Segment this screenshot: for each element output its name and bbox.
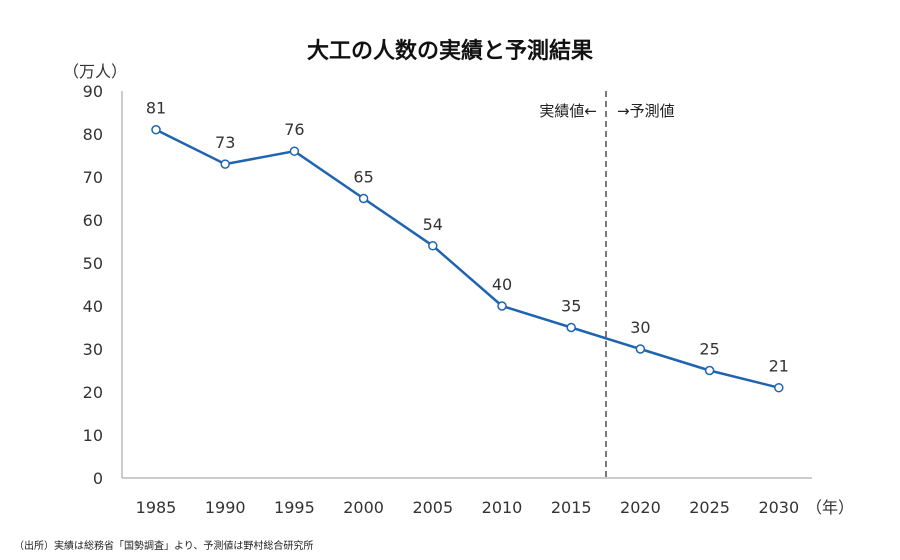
y-tick-label: 80 bbox=[83, 125, 103, 144]
y-tick-label: 90 bbox=[83, 82, 103, 101]
data-point bbox=[289, 146, 300, 156]
x-axis-label: （年） bbox=[806, 498, 854, 517]
data-label: 21 bbox=[769, 357, 789, 376]
data-label: 76 bbox=[284, 120, 304, 139]
y-tick-label: 60 bbox=[83, 211, 103, 230]
data-label: 54 bbox=[423, 215, 443, 234]
data-point bbox=[428, 241, 438, 251]
x-tick-label: 1990 bbox=[205, 498, 246, 517]
y-tick-label: 50 bbox=[83, 254, 103, 273]
x-tick-label: 2030 bbox=[758, 498, 799, 517]
data-point bbox=[358, 193, 369, 204]
data-point bbox=[566, 322, 576, 333]
data-label: 81 bbox=[146, 99, 166, 118]
data-label: 35 bbox=[561, 297, 581, 316]
data-point bbox=[774, 382, 784, 393]
source-note: （出所）実績は総務省「国勢調査」より、予測値は野村総合研究所 bbox=[14, 539, 313, 552]
data-point bbox=[704, 365, 715, 376]
actual-annotation: 実績値← bbox=[539, 102, 597, 120]
x-tick-label: 2025 bbox=[689, 498, 730, 517]
x-tick-label: 2015 bbox=[551, 498, 592, 517]
data-label: 30 bbox=[630, 318, 650, 337]
data-point bbox=[635, 344, 646, 354]
y-axis-label: （万人） bbox=[63, 62, 127, 81]
data-point bbox=[220, 159, 230, 169]
y-tick-label: 40 bbox=[83, 297, 103, 316]
x-tick-label: 2010 bbox=[482, 498, 523, 517]
x-tick-label: 1995 bbox=[274, 498, 315, 517]
data-label: 65 bbox=[353, 168, 373, 187]
x-tick-label: 2000 bbox=[343, 498, 384, 517]
forecast-annotation: →予測値 bbox=[617, 102, 675, 120]
y-tick-label: 70 bbox=[83, 168, 103, 187]
data-point bbox=[151, 124, 161, 135]
series-line bbox=[155, 128, 780, 389]
x-tick-label: 1985 bbox=[136, 498, 177, 517]
y-tick-label: 10 bbox=[83, 426, 103, 445]
data-label: 73 bbox=[215, 133, 235, 152]
x-tick-label: 2005 bbox=[412, 498, 453, 517]
y-tick-label: 30 bbox=[83, 340, 103, 359]
data-label: 25 bbox=[699, 340, 719, 359]
data-point bbox=[497, 301, 507, 311]
chart-title: 大工の人数の実績と予測結果 bbox=[307, 38, 593, 64]
y-tick-label: 0 bbox=[93, 469, 103, 488]
data-label: 40 bbox=[492, 275, 512, 294]
x-tick-label: 2020 bbox=[620, 498, 661, 517]
y-tick-label: 20 bbox=[83, 383, 103, 402]
